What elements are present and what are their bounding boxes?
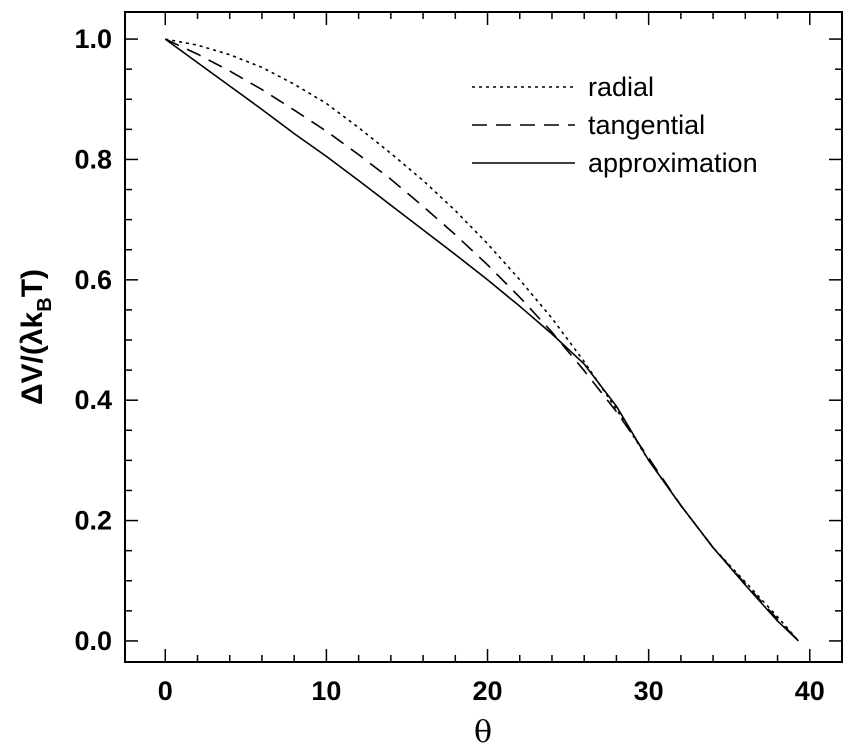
plot-frame <box>124 11 843 663</box>
y-axis-title: ΔV/(λkBT) <box>16 269 56 405</box>
axis-ticks <box>125 12 843 662</box>
y-tick-label: 0.2 <box>74 506 112 536</box>
y-tick-label: 0.0 <box>74 626 112 656</box>
y-tick-label: 0.4 <box>74 385 112 415</box>
y-axis-title-prefix: ΔV/(λk <box>16 311 49 405</box>
tick-labels: 0 10 20 30 40 0.0 0.2 0.4 0.6 0.8 1.0 <box>74 24 824 706</box>
legend-label-radial: radial <box>588 72 654 102</box>
x-tick-label: 0 <box>158 676 173 706</box>
legend-label-approximation: approximation <box>588 148 758 178</box>
y-tick-label: 1.0 <box>74 24 112 54</box>
legend: radial tangential approximation <box>472 72 758 178</box>
x-tick-label: 30 <box>634 676 664 706</box>
x-tick-label: 40 <box>795 676 825 706</box>
legend-label-tangential: tangential <box>588 110 705 140</box>
y-tick-label: 0.8 <box>74 144 112 174</box>
series-line-approximation <box>164 38 800 642</box>
y-axis-title-suffix: T) <box>16 269 49 297</box>
x-tick-label: 20 <box>473 676 503 706</box>
series-layer <box>164 38 800 642</box>
y-tick-label: 0.6 <box>74 265 112 295</box>
series-line-tangential <box>164 38 800 642</box>
x-tick-label: 10 <box>311 676 341 706</box>
x-axis-title: θ <box>474 715 492 750</box>
y-axis-title-subscript: B <box>34 297 56 311</box>
